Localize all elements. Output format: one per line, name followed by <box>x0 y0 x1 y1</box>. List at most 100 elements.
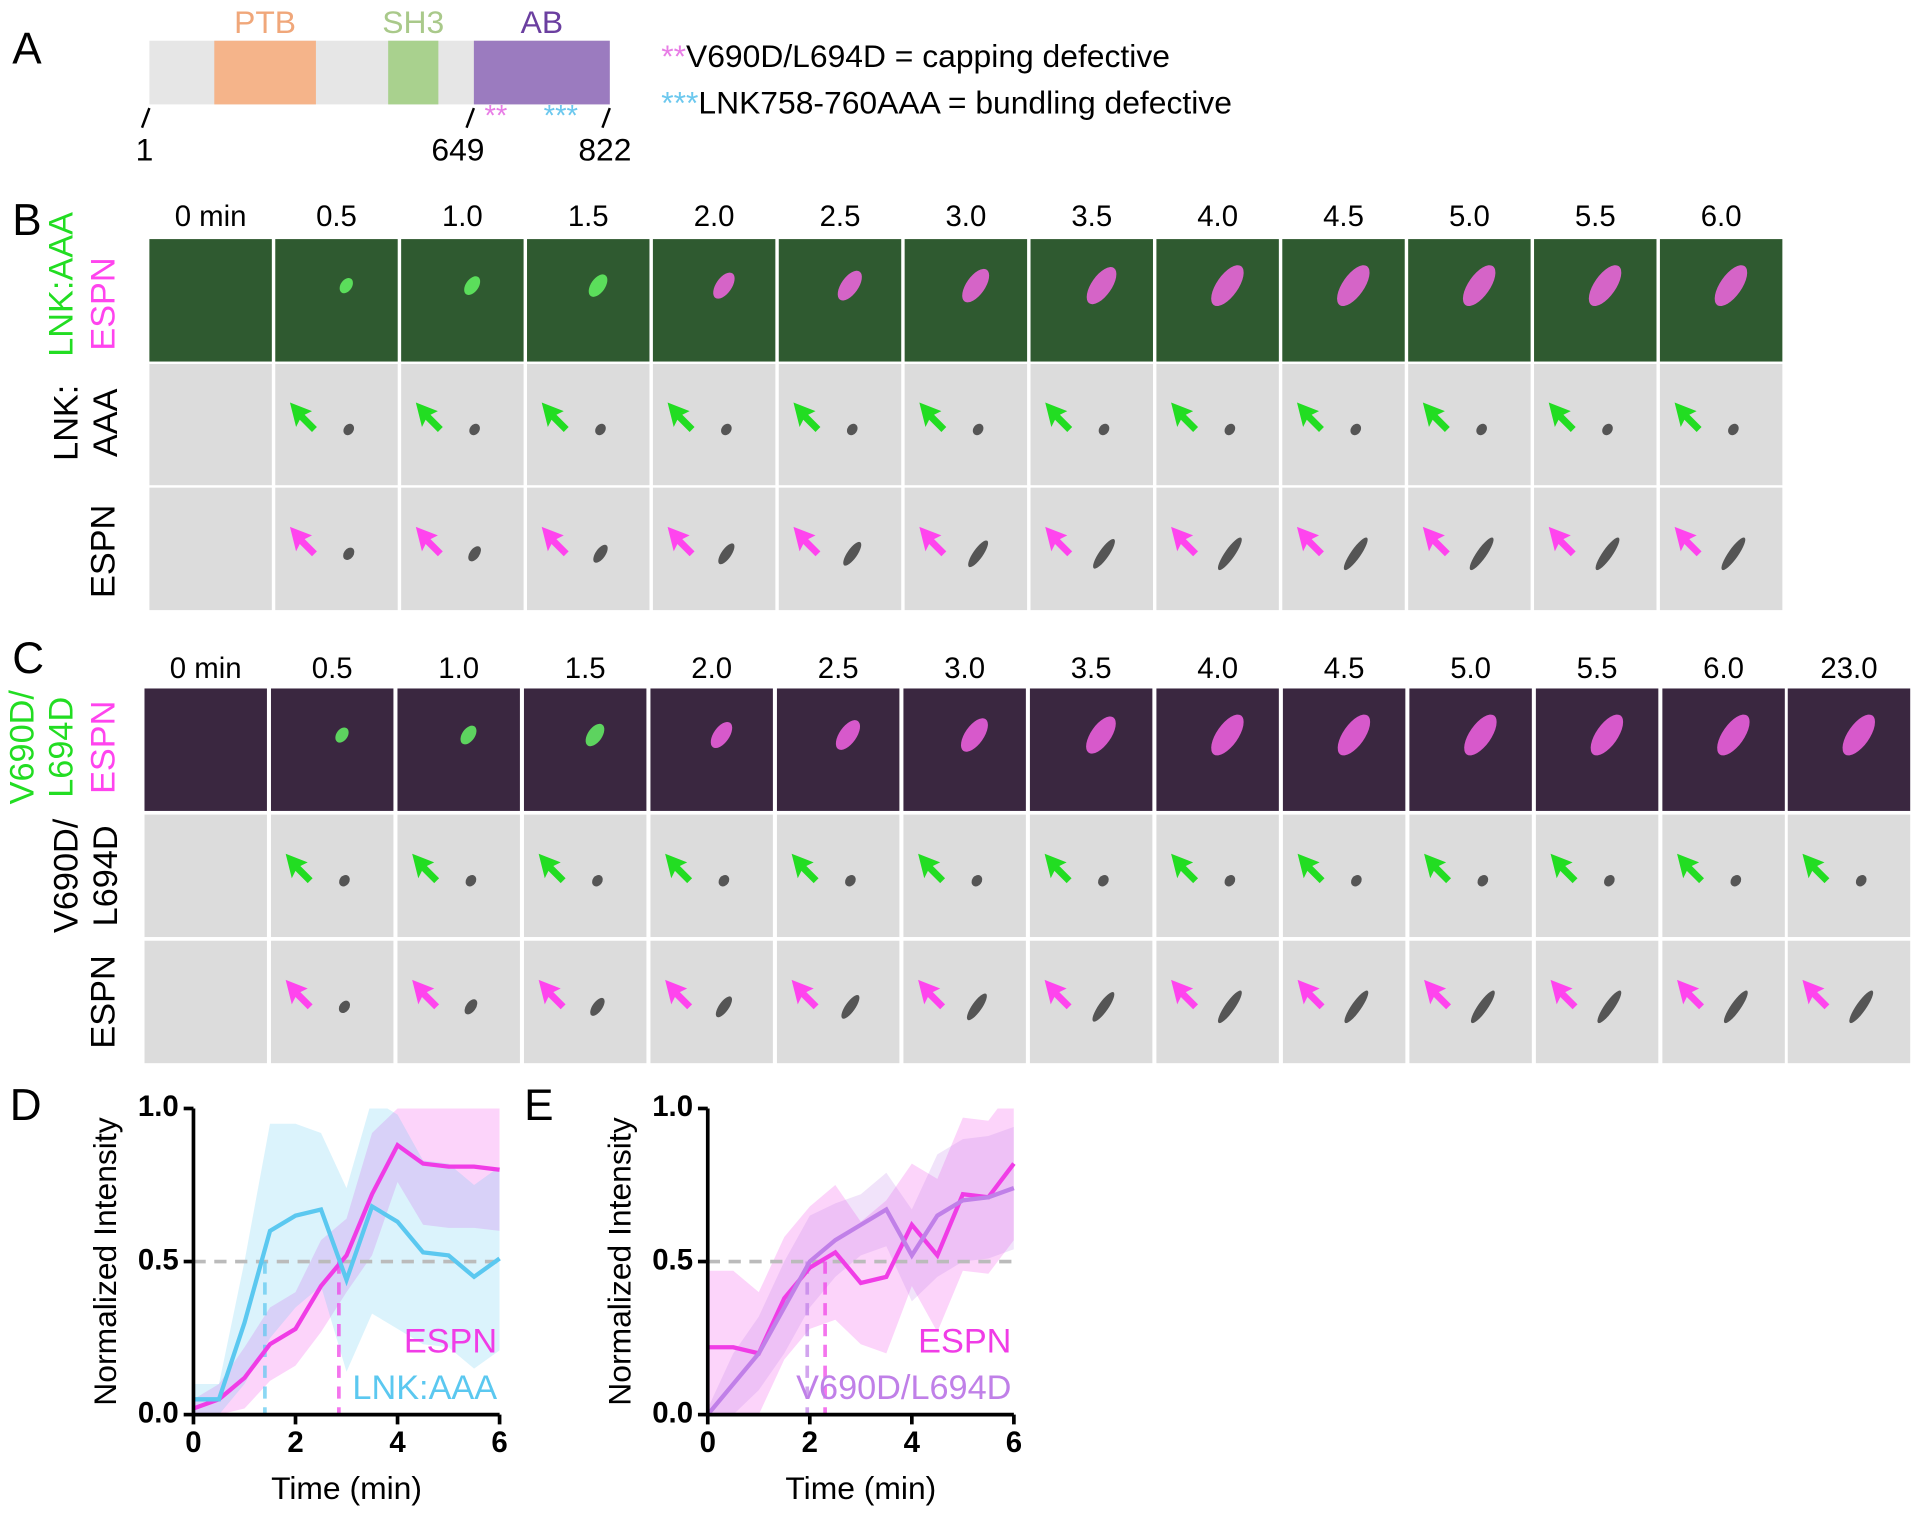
arrow <box>1171 526 1199 557</box>
legend-entry: ESPN <box>918 1323 1011 1361</box>
signal <box>339 874 350 887</box>
arrow <box>538 979 566 1010</box>
label: 1.0 <box>138 1090 179 1123</box>
image-frame <box>523 688 647 811</box>
signal <box>1217 537 1242 571</box>
label: Normalized Intensity <box>601 1117 637 1405</box>
label: A <box>12 24 42 73</box>
image-frame <box>149 239 272 362</box>
label: V690D/ <box>4 690 42 805</box>
signal <box>721 423 732 436</box>
label: L694D <box>43 697 81 798</box>
arrow <box>541 402 569 432</box>
image-frame <box>397 814 520 938</box>
arrow <box>1802 853 1830 884</box>
arrow <box>1171 979 1199 1010</box>
arrow <box>1677 979 1704 1010</box>
signal <box>1477 874 1489 887</box>
image-frame <box>275 363 398 486</box>
label: Normalized Intensity <box>87 1117 123 1405</box>
signal <box>1337 265 1370 307</box>
legend-text: *** <box>661 85 698 121</box>
label: 0 min <box>170 652 242 685</box>
image-frame <box>1662 814 1785 938</box>
signal <box>343 423 355 436</box>
signal <box>1590 714 1624 756</box>
image-frame <box>1282 363 1405 486</box>
arrow <box>667 526 695 557</box>
arrow <box>1045 526 1073 557</box>
signal <box>1597 990 1622 1024</box>
label: 3.5 <box>1071 200 1112 233</box>
image-frame <box>144 814 267 938</box>
label: 1.5 <box>565 652 606 685</box>
label: ESPN <box>84 955 122 1048</box>
label: SH3 <box>382 4 444 40</box>
label: 2.0 <box>694 200 735 233</box>
image-frame <box>776 814 900 938</box>
arrow <box>1424 853 1452 884</box>
label: 6.0 <box>1701 200 1742 233</box>
signal <box>1217 990 1242 1024</box>
legend-entry: ***LNK758-760AAA = bundling defective <box>661 85 1232 121</box>
arrow <box>791 853 819 884</box>
image-frame <box>275 487 398 611</box>
legend-entry: V690D/L694D <box>796 1369 1011 1407</box>
signal <box>1723 990 1748 1024</box>
arrow <box>793 526 821 557</box>
image-frame <box>1282 487 1405 611</box>
image-frame <box>149 487 272 611</box>
signal <box>585 723 605 747</box>
signal <box>837 270 862 301</box>
signal <box>469 423 480 436</box>
arrow <box>538 853 566 884</box>
signal <box>1464 714 1497 756</box>
label: 6 <box>1006 1426 1022 1459</box>
legend-entry: **V690D/L694D = capping defective <box>661 38 1170 74</box>
image-frame <box>144 940 267 1064</box>
image-frame <box>650 940 773 1064</box>
arrow <box>1297 979 1325 1010</box>
label: 1.0 <box>652 1090 693 1123</box>
arrow <box>1044 979 1072 1010</box>
signal <box>1086 267 1117 305</box>
label: 3.0 <box>945 200 986 233</box>
signal <box>595 423 606 436</box>
label: 2.0 <box>691 652 732 685</box>
signal <box>1211 265 1244 307</box>
signal <box>1855 874 1867 887</box>
arrow <box>919 402 947 432</box>
arrow <box>1674 402 1702 432</box>
signal <box>1351 874 1362 887</box>
label: *** <box>544 100 578 133</box>
signal <box>1462 265 1496 307</box>
arrow <box>415 402 443 432</box>
label: 2.5 <box>818 652 859 685</box>
image-frame <box>1662 940 1785 1064</box>
signal <box>1604 874 1615 887</box>
label: 0.5 <box>312 652 353 685</box>
label: 5.5 <box>1577 652 1618 685</box>
image-frame <box>1156 814 1279 938</box>
signal <box>460 725 477 745</box>
label: 1.5 <box>568 200 609 233</box>
signal <box>593 544 608 563</box>
label: 649 <box>431 132 484 168</box>
signal <box>1728 423 1739 436</box>
image-frame <box>523 814 647 938</box>
label: 0 min <box>175 200 247 233</box>
label: 2.5 <box>820 200 861 233</box>
arrow <box>1674 526 1702 557</box>
signal <box>718 874 730 887</box>
image-frame <box>778 239 902 362</box>
label: 822 <box>578 132 631 168</box>
signal <box>968 540 989 568</box>
image-frame <box>778 363 902 486</box>
image-frame <box>1535 940 1659 1064</box>
image-frame <box>1030 363 1153 486</box>
label: 1.0 <box>442 200 483 233</box>
image-frame <box>1282 940 1406 1064</box>
label: 4.5 <box>1324 652 1365 685</box>
arrow <box>1296 402 1324 432</box>
